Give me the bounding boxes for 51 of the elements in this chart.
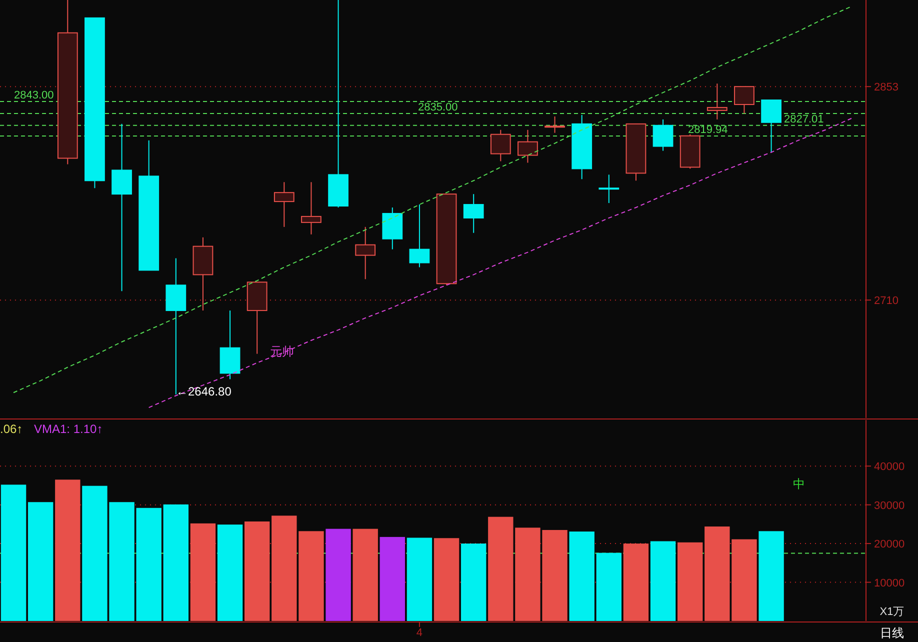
candlestick: [490, 129, 511, 162]
bar: [190, 523, 216, 621]
candlestick: [355, 226, 376, 280]
bar: [352, 528, 378, 621]
candlestick: [652, 118, 674, 152]
ref-line-label: 2843.00: [14, 90, 54, 102]
candlestick: [112, 123, 132, 292]
y-tick-label: 40000: [874, 461, 905, 474]
bar: [569, 532, 594, 621]
candlestick: [463, 194, 484, 234]
candlestick: [544, 116, 565, 134]
annotation: .06↑: [0, 422, 23, 436]
bar: [28, 502, 54, 621]
annotation: 元帅: [270, 344, 294, 358]
bar: [163, 504, 189, 621]
bar: [758, 531, 784, 621]
candlestick: [598, 174, 620, 204]
bar: [217, 524, 243, 621]
bar: [244, 521, 270, 621]
bar: [460, 544, 486, 621]
bar: [55, 480, 80, 621]
bar: [650, 541, 676, 621]
y-tick-label: 10000: [874, 577, 905, 590]
bar: [380, 536, 406, 621]
bar: [434, 538, 460, 621]
bar: [596, 552, 622, 621]
y-axis-title: X1万: [880, 606, 904, 618]
ref-line-label: 2819.94: [688, 124, 728, 136]
annotation: ←2646.80: [176, 384, 232, 399]
bar: [677, 542, 703, 621]
bar: [623, 544, 649, 621]
candlestick: [518, 129, 538, 164]
y-tick-label: 2710: [874, 295, 898, 308]
x-tick-label: 4: [416, 627, 423, 639]
bar: [0, 484, 26, 621]
candlestick: [409, 204, 430, 268]
candlestick: [761, 100, 782, 153]
y-tick-label: 30000: [874, 500, 905, 512]
bar: [326, 528, 351, 621]
candlestick: [274, 182, 294, 228]
annotation: 中: [793, 477, 805, 491]
candlestick: [301, 182, 322, 235]
ref-line-label: 2827.01: [784, 113, 824, 126]
y-tick-label: 2853: [874, 82, 898, 94]
text: 日线: [880, 626, 904, 640]
y-tick-label: 20000: [874, 538, 905, 551]
annotation: VMA1: 1.10↑: [34, 422, 103, 436]
bar: [406, 538, 432, 621]
candlestick: [734, 86, 754, 114]
candlestick: [706, 83, 728, 120]
ref-line-label: 2835.00: [418, 101, 458, 114]
